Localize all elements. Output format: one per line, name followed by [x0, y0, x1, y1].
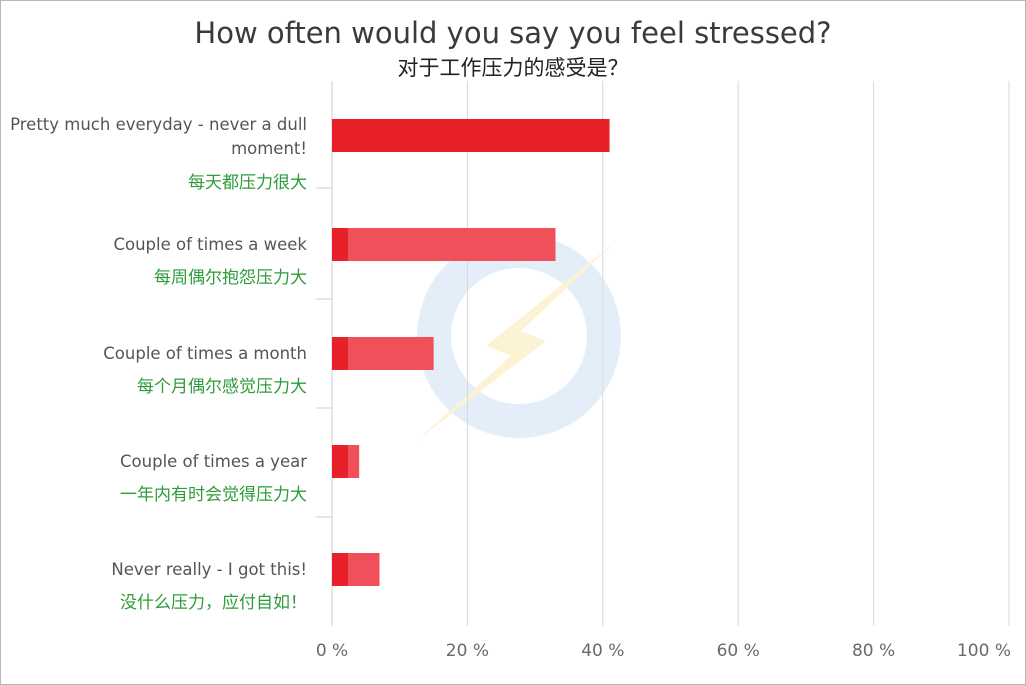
category-label-zh: 每周偶尔抱怨压力大 [154, 268, 307, 288]
category-label: Couple of times a week [113, 235, 307, 254]
x-tick-label: 40 % [581, 641, 624, 661]
category-label: Couple of times a year [120, 452, 307, 471]
category-label: Couple of times a month [103, 344, 307, 363]
category-label-zh: 没什么压力，应付自如！ [120, 593, 307, 613]
bar-highlight [348, 337, 434, 370]
chart-subtitle: 对于工作压力的感受是？ [398, 56, 629, 80]
category-labels: Pretty much everyday - never a dull momen… [10, 115, 307, 613]
x-tick-label: 0 % [316, 641, 348, 661]
category-label-zh: 每个月偶尔感觉压力大 [137, 377, 307, 397]
category-label-zh: 每天都压力很大 [188, 173, 307, 193]
x-tick-label: 60 % [717, 641, 760, 661]
x-tick-label: 100 % [957, 641, 1011, 661]
category-label-zh: 一年内有时会觉得压力大 [120, 485, 307, 505]
category-label: Never really - I got this! [111, 560, 307, 579]
bar [332, 119, 610, 152]
bars [332, 119, 610, 586]
x-tick-label: 80 % [852, 641, 895, 661]
x-tick-label: 20 % [446, 641, 489, 661]
bar-highlight [348, 228, 556, 261]
watermark-logo [416, 234, 621, 441]
bar-highlight [348, 445, 360, 478]
bar-highlight [348, 553, 380, 586]
x-tick-labels: 0 % 20 % 40 % 60 % 80 % 100 % [316, 641, 1011, 661]
chart-title: How often would you say you feel stresse… [194, 16, 831, 50]
category-label: Pretty much everyday - never a dull [10, 115, 307, 134]
category-label: moment! [231, 139, 307, 158]
